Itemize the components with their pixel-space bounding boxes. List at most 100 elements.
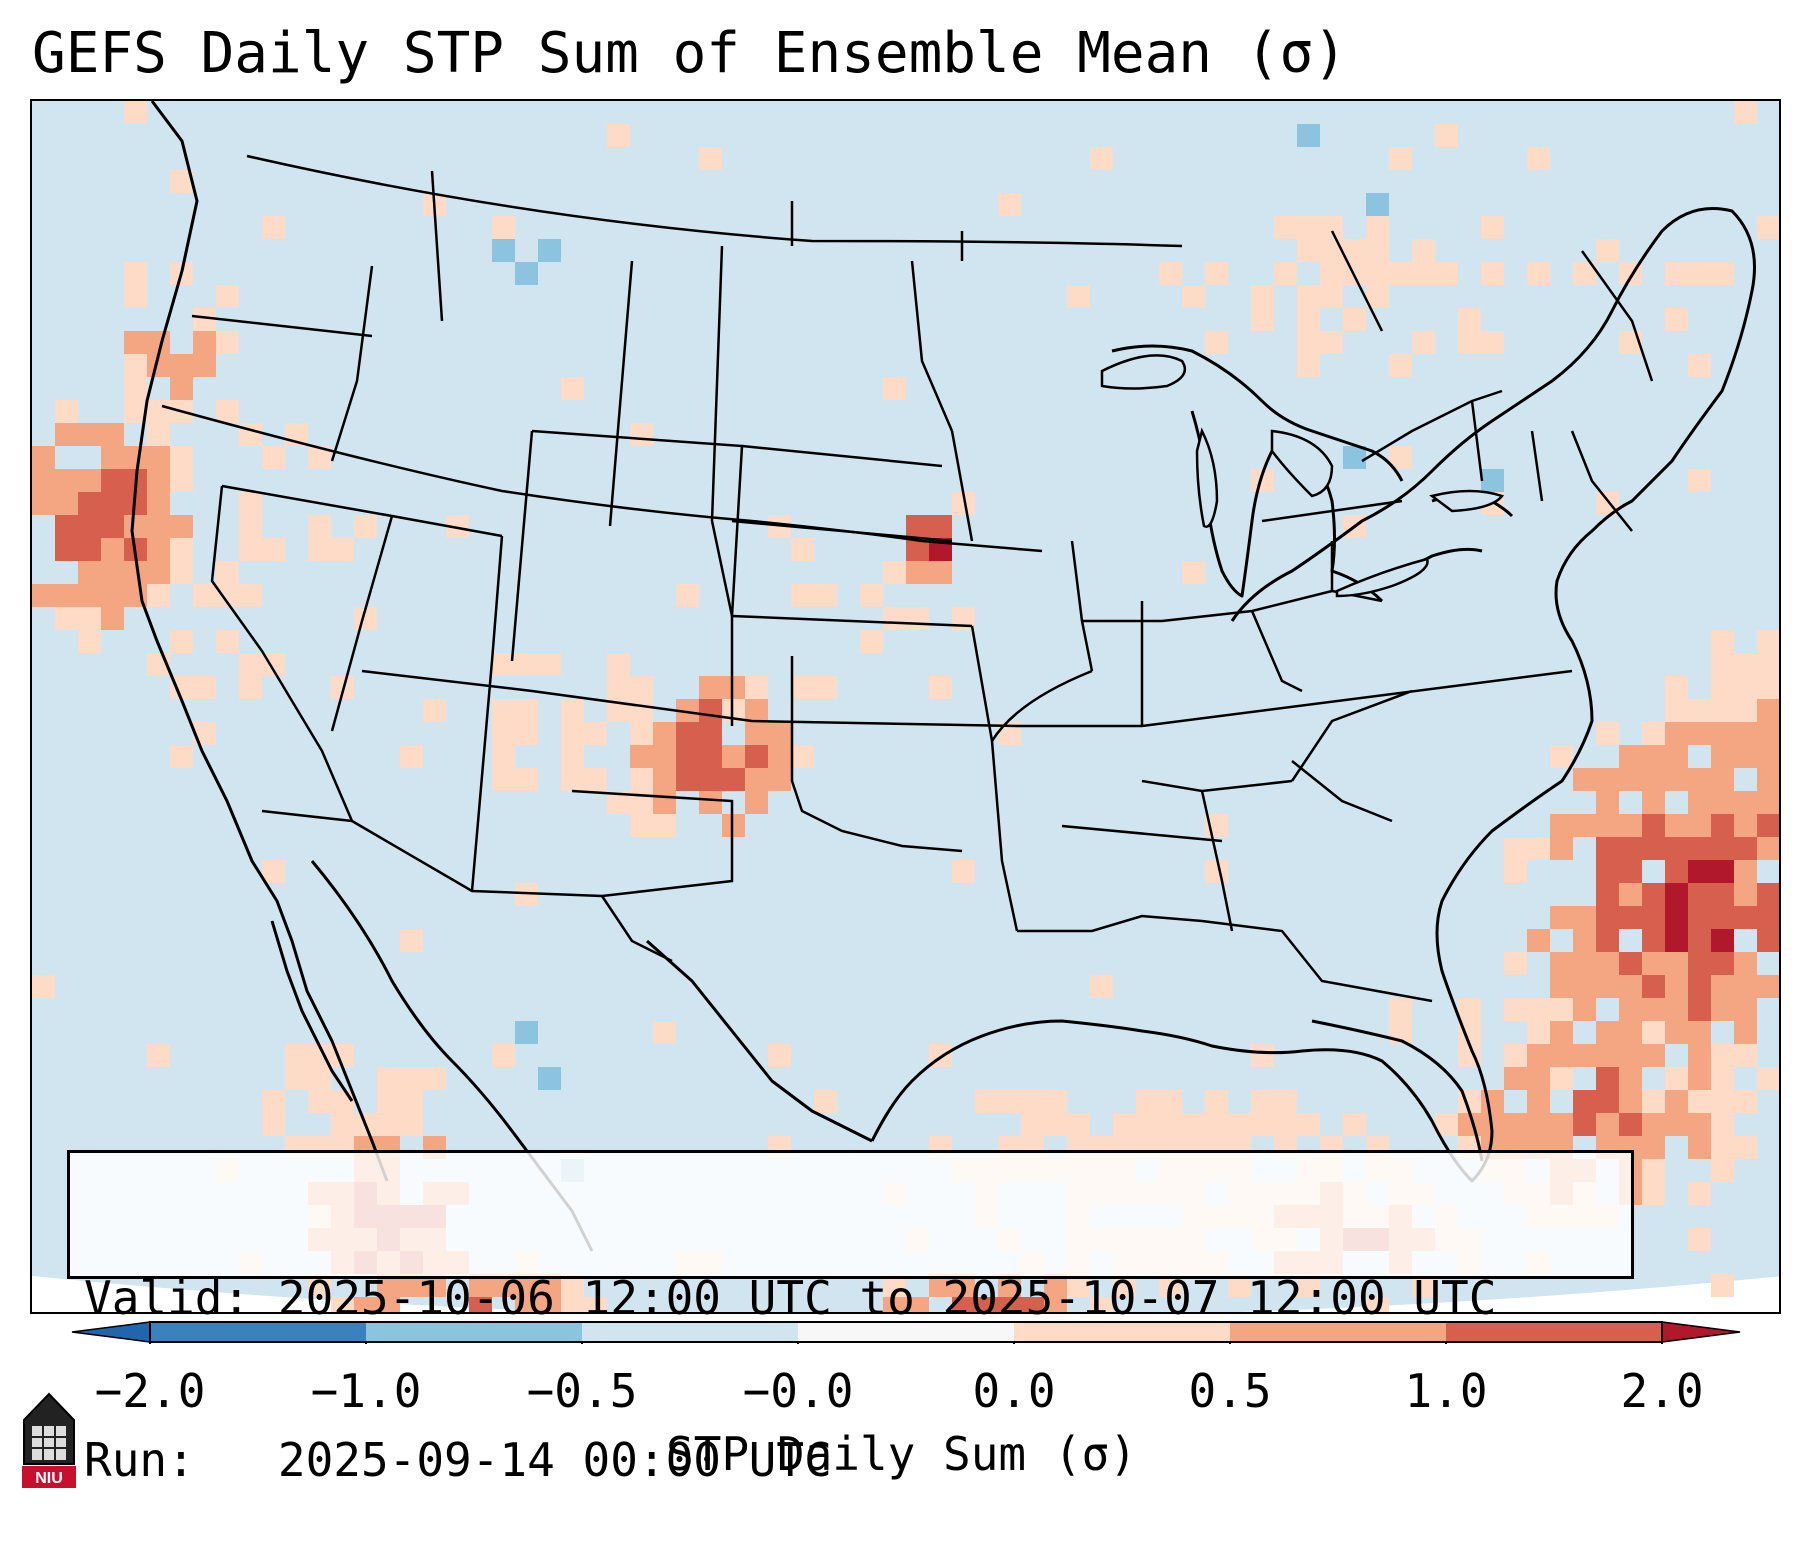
anomaly-cell <box>492 699 515 722</box>
anomaly-cell <box>1320 239 1343 262</box>
anomaly-cell <box>1527 1090 1550 1113</box>
anomaly-cell <box>1550 952 1573 975</box>
anomaly-cell <box>1757 883 1779 906</box>
anomaly-cell <box>55 584 78 607</box>
anomaly-cell <box>216 630 239 653</box>
anomaly-cell <box>906 515 929 538</box>
anomaly-cell <box>630 814 653 837</box>
anomaly-cell <box>1780 929 1781 952</box>
anomaly-cell <box>216 285 239 308</box>
valid-line: Valid: 2025-10-06 12:00 UTC to 2025-10-0… <box>84 1271 1617 1325</box>
anomaly-cell <box>699 147 722 170</box>
anomaly-cell <box>1619 998 1642 1021</box>
run-label: Run: <box>84 1433 195 1487</box>
anomaly-cell <box>1665 837 1688 860</box>
anomaly-cell <box>308 515 331 538</box>
anomaly-cell <box>745 722 768 745</box>
anomaly-cell <box>1734 814 1757 837</box>
anomaly-cell <box>1596 722 1619 745</box>
anomaly-cell <box>1596 239 1619 262</box>
anomaly-cell <box>676 584 699 607</box>
anomaly-cell <box>814 676 837 699</box>
anomaly-cell <box>1688 1136 1711 1159</box>
anomaly-cell <box>1044 1113 1067 1136</box>
anomaly-cell <box>32 584 55 607</box>
anomaly-cell <box>1780 745 1781 768</box>
anomaly-cell <box>1550 814 1573 837</box>
anomaly-cell <box>998 1274 1021 1297</box>
anomaly-cell <box>1090 147 1113 170</box>
anomaly-cell <box>1136 1113 1159 1136</box>
anomaly-cell <box>653 791 676 814</box>
anomaly-cell <box>607 653 630 676</box>
anomaly-cell <box>584 768 607 791</box>
anomaly-cell <box>147 354 170 377</box>
anomaly-cell <box>147 446 170 469</box>
negative-anomaly-cell <box>1366 193 1389 216</box>
anomaly-cell <box>1481 262 1504 285</box>
anomaly-cell <box>1550 1044 1573 1067</box>
anomaly-cell <box>653 745 676 768</box>
anomaly-cell <box>78 538 101 561</box>
anomaly-cell <box>791 538 814 561</box>
anomaly-cell <box>1688 469 1711 492</box>
anomaly-cell <box>1734 952 1757 975</box>
anomaly-cell <box>308 1090 331 1113</box>
anomaly-cell <box>1642 745 1665 768</box>
anomaly-cell <box>32 469 55 492</box>
anomaly-cell <box>1021 1113 1044 1136</box>
anomaly-cell <box>239 492 262 515</box>
anomaly-cell <box>147 423 170 446</box>
anomaly-cell <box>1527 147 1550 170</box>
anomaly-cell <box>906 607 929 630</box>
anomaly-cell <box>1481 331 1504 354</box>
anomaly-cell <box>331 538 354 561</box>
anomaly-cell <box>239 676 262 699</box>
anomaly-cell <box>170 630 193 653</box>
anomaly-cell <box>1366 1297 1389 1312</box>
negative-anomaly-cell <box>515 262 538 285</box>
anomaly-cell <box>1504 998 1527 1021</box>
anomaly-cell <box>1734 860 1757 883</box>
colorbar-segment <box>1230 1322 1446 1342</box>
anomaly-cell <box>676 745 699 768</box>
map-panel[interactable] <box>30 99 1781 1314</box>
anomaly-cell <box>1596 929 1619 952</box>
anomaly-cell <box>1665 308 1688 331</box>
anomaly-cell <box>1619 860 1642 883</box>
anomaly-cell <box>906 561 929 584</box>
anomaly-cell <box>1711 1090 1734 1113</box>
anomaly-cell <box>1527 929 1550 952</box>
anomaly-cell <box>538 1297 561 1312</box>
colorbar-tick-label: 0.5 <box>1188 1364 1272 1418</box>
anomaly-cell <box>1205 262 1228 285</box>
anomaly-cell <box>1527 837 1550 860</box>
anomaly-cell <box>860 630 883 653</box>
anomaly-cell <box>1642 837 1665 860</box>
anomaly-cell <box>193 331 216 354</box>
negative-anomaly-cell <box>515 1021 538 1044</box>
anomaly-cell <box>1619 1090 1642 1113</box>
anomaly-cell <box>147 492 170 515</box>
anomaly-cell <box>1366 262 1389 285</box>
anomaly-cell <box>1320 216 1343 239</box>
anomaly-cell <box>1665 929 1688 952</box>
anomaly-cell <box>1251 308 1274 331</box>
anomaly-cell <box>1688 262 1711 285</box>
anomaly-cell <box>124 561 147 584</box>
anomaly-cell <box>1642 1159 1665 1182</box>
anomaly-cell <box>791 676 814 699</box>
anomaly-cell <box>1734 791 1757 814</box>
anomaly-cell <box>630 768 653 791</box>
anomaly-cell <box>1665 768 1688 791</box>
anomaly-cell <box>147 538 170 561</box>
anomaly-cell <box>1573 1090 1596 1113</box>
anomaly-cell <box>216 400 239 423</box>
anomaly-cell <box>1665 745 1688 768</box>
niu-logo: NIU <box>22 1392 76 1488</box>
anomaly-cell <box>492 1274 515 1297</box>
anomaly-cell <box>1458 308 1481 331</box>
anomaly-cell <box>722 699 745 722</box>
anomaly-cell <box>170 745 193 768</box>
anomaly-cell <box>722 745 745 768</box>
